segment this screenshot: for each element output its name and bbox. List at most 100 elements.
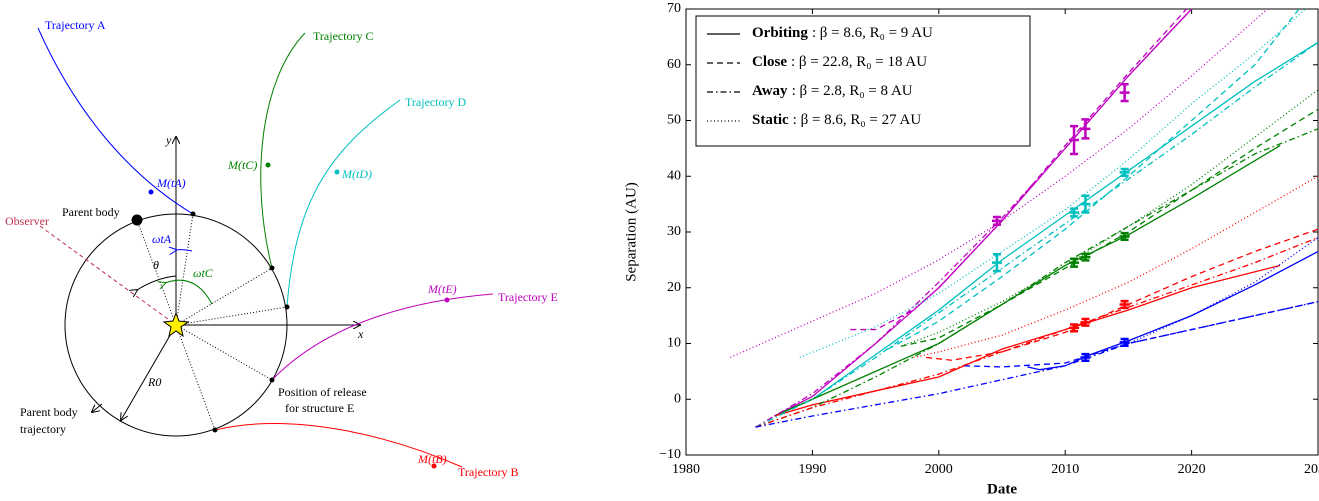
label: θ — [153, 258, 159, 272]
x-tick-label: 2020 — [1178, 462, 1206, 477]
y-tick-label: 70 — [667, 1, 681, 16]
release-points — [190, 211, 290, 433]
legend-label: Away — [752, 83, 788, 99]
label: Trajectory A — [45, 18, 106, 32]
error-bar — [1080, 317, 1091, 327]
label: Trajectory B — [458, 465, 519, 479]
point-a — [148, 189, 154, 195]
series-line — [926, 228, 1318, 361]
x-axis-label: Date — [987, 481, 1017, 497]
star — [162, 311, 190, 338]
error-bar — [1119, 167, 1130, 177]
series-line — [900, 89, 1318, 347]
legend-entry: Orbiting: β = 8.6, R₀ = 9 AU — [752, 25, 933, 41]
label: trajectory — [20, 422, 66, 436]
y-tick-label: 20 — [667, 280, 681, 295]
error-bar — [1069, 323, 1080, 333]
series-line — [755, 301, 1318, 428]
y-tick-label: 10 — [667, 336, 681, 351]
legend-params: : β = 2.8, R₀ = 8 AU — [792, 83, 913, 99]
label: Observer — [5, 214, 49, 228]
label: M(tA) — [156, 176, 186, 190]
label: M(tE) — [427, 282, 457, 296]
point-d — [334, 169, 340, 175]
series-line — [774, 9, 1193, 417]
error-bar — [991, 253, 1002, 273]
series-line — [1090, 237, 1318, 356]
series-line — [1027, 250, 1318, 371]
legend-entry: Static: β = 8.6, R₀ = 27 AU — [752, 112, 921, 128]
series-line — [900, 108, 1318, 347]
trajectory-d — [286, 99, 401, 308]
y-tick-label: 50 — [667, 113, 681, 128]
y-tick-label: 40 — [667, 168, 681, 183]
series-line — [755, 9, 1193, 428]
label: y — [165, 133, 172, 147]
series-line — [913, 175, 1318, 359]
trajectory-e — [271, 293, 494, 381]
label: M(tC) — [227, 158, 257, 172]
series-line — [850, 9, 1188, 331]
error-bar — [1080, 352, 1091, 363]
trajectory-c — [260, 32, 306, 269]
point-e — [444, 297, 450, 303]
x-tick-label: 1990 — [798, 462, 826, 477]
error-bar — [1080, 252, 1091, 262]
series-line — [729, 9, 1268, 359]
theta-arc — [137, 275, 177, 290]
omega-ta-arc — [176, 250, 193, 251]
legend-label: Close — [752, 54, 787, 70]
legend-params: : β = 8.6, R₀ = 27 AU — [793, 112, 922, 128]
plot-area — [729, 9, 1318, 428]
label: for structure E — [285, 401, 354, 415]
label: Trajectory E — [498, 290, 558, 304]
series-line — [755, 236, 1318, 428]
error-bar — [1069, 257, 1080, 268]
label: ωtA — [152, 232, 172, 246]
error-bar — [991, 215, 1002, 227]
parent-body — [131, 214, 143, 226]
series-line — [799, 9, 1306, 359]
label: Trajectory C — [313, 29, 374, 43]
y-tick-label: −10 — [659, 447, 681, 462]
y-tick-label: 60 — [667, 57, 681, 72]
error-bar — [1069, 124, 1080, 156]
error-bar — [1119, 231, 1130, 242]
error-bar — [1119, 299, 1130, 310]
point-b — [431, 463, 437, 469]
legend-entry: Close: β = 22.8, R₀ = 18 AU — [752, 54, 927, 70]
series-line — [774, 41, 1318, 417]
series-line — [774, 264, 1281, 417]
label: R0 — [147, 375, 161, 389]
error-bar — [1119, 83, 1130, 103]
x-tick-label: 2000 — [925, 462, 953, 477]
release-lines — [136, 213, 288, 431]
observer-line — [39, 225, 177, 326]
label: M(tB) — [417, 452, 447, 466]
legend-label: Static — [752, 112, 789, 128]
label: Parent body — [20, 405, 78, 419]
diagram — [37, 27, 494, 469]
x-tick-label: 1980 — [672, 462, 700, 477]
y-tick-label: 0 — [674, 391, 681, 406]
y-tick-label: 30 — [667, 224, 681, 239]
series-line — [887, 9, 1300, 350]
label: ωtC — [193, 266, 214, 280]
error-bar — [1080, 118, 1091, 140]
trajectory-a — [37, 27, 194, 215]
series-line — [774, 145, 1281, 417]
x-tick-label: 2010 — [1051, 462, 1079, 477]
trajectory-b — [214, 422, 463, 468]
legend-box — [695, 15, 1031, 147]
legend-params: : β = 8.6, R₀ = 9 AU — [812, 25, 933, 41]
y-axis-label: Separation (AU) — [623, 182, 639, 282]
label: Parent body — [62, 205, 120, 219]
error-bar — [1069, 207, 1080, 218]
label: x — [357, 327, 364, 341]
legend-entry: Away: β = 2.8, R₀ = 8 AU — [752, 83, 913, 99]
error-bar — [1119, 337, 1130, 347]
